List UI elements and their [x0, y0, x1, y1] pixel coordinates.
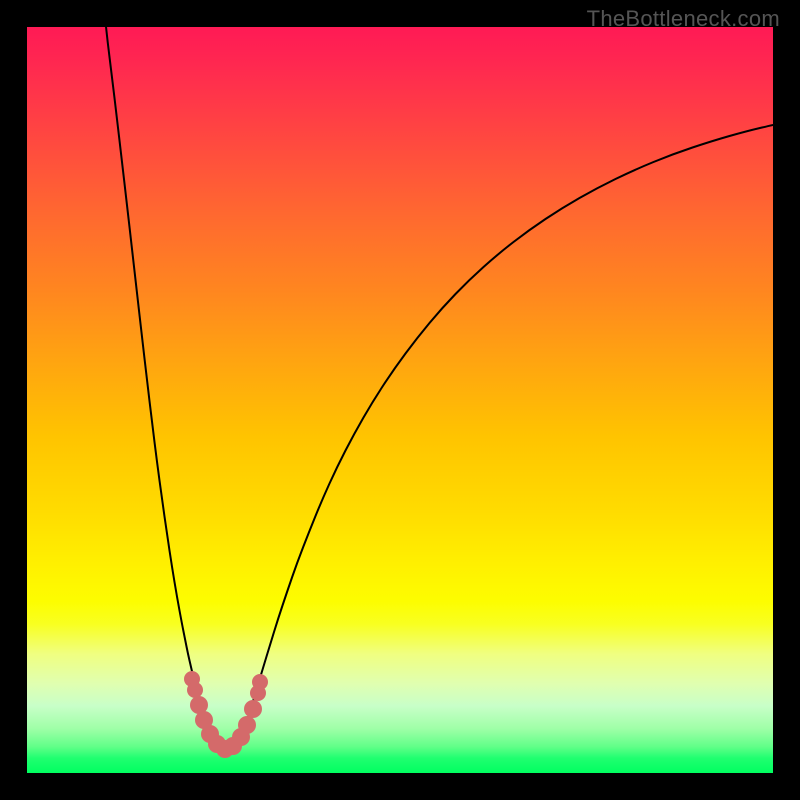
background-gradient [27, 27, 773, 773]
data-marker [244, 700, 262, 718]
chart-frame: TheBottleneck.com [0, 0, 800, 800]
bottleneck-curve-chart [27, 27, 773, 773]
data-marker [187, 682, 203, 698]
chart-plot-area [27, 27, 773, 773]
data-marker [238, 716, 256, 734]
watermark-text: TheBottleneck.com [587, 6, 780, 32]
data-marker [252, 674, 268, 690]
